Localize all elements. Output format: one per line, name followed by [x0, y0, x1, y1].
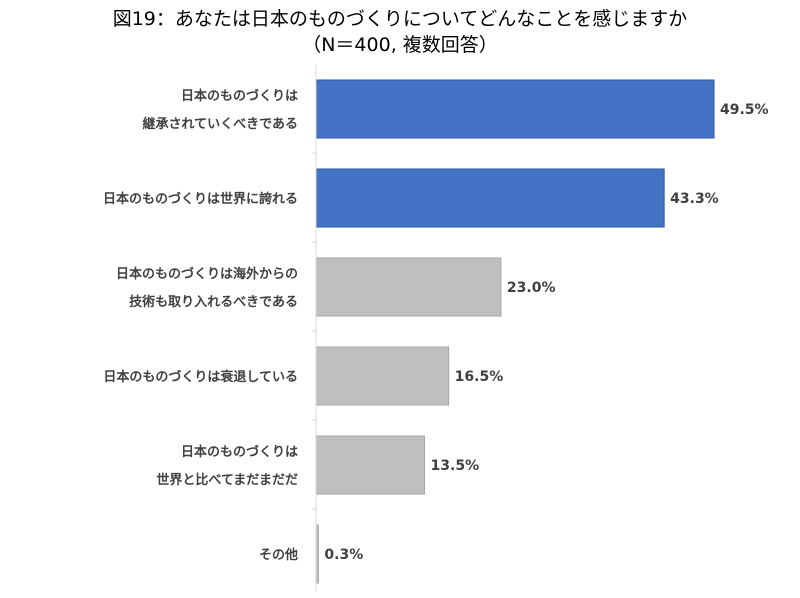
value-label-3: 16.5% — [455, 369, 504, 385]
category-label-4-line-1: 世界と比べてまだまだだ — [156, 472, 298, 488]
bar-4 — [315, 435, 426, 495]
value-label-1: 43.3% — [670, 191, 719, 207]
value-label-5: 0.3% — [324, 547, 363, 563]
category-label-2-line-1: 技術も取り入れるべきである — [129, 294, 298, 310]
category-label-3-line-0: 日本のものづくりは衰退している — [103, 369, 298, 385]
value-label-0: 49.5% — [720, 102, 769, 118]
category-label-1-line-0: 日本のものづくりは世界に誇れる — [103, 191, 298, 207]
bar-3 — [315, 346, 450, 406]
category-label-0-line-1: 継承されていくべきである — [143, 116, 298, 132]
bar-0 — [315, 79, 715, 139]
category-label-4-line-0: 日本のものづくりは — [181, 444, 298, 460]
value-label-2: 23.0% — [507, 280, 556, 296]
chart-title: 図19：あなたは日本のものづくりについてどんなことを感じますか — [112, 8, 688, 30]
category-label-0-line-0: 日本のものづくりは — [181, 88, 298, 104]
category-label-5-line-0: その他 — [259, 547, 298, 563]
bar-2 — [315, 257, 502, 317]
category-label-2-line-0: 日本のものづくりは海外からの — [116, 266, 298, 282]
bar-1 — [315, 168, 665, 228]
value-label-4: 13.5% — [431, 458, 480, 474]
chart-subtitle: （N＝400, 複数回答） — [302, 34, 498, 56]
